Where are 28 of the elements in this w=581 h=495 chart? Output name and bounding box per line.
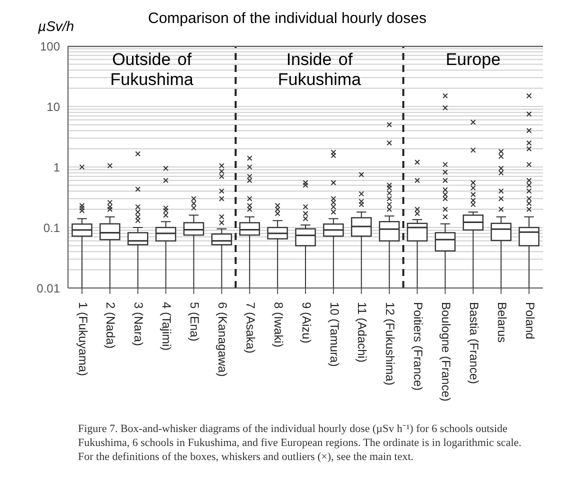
x-tick-label: 12 (Fukushima) (383, 302, 398, 386)
x-tick-label: 2 (Nada) (104, 302, 118, 349)
x-tick-label: 4 (Tajimi) (160, 302, 174, 351)
annotation: Europe (446, 50, 501, 70)
x-tick-label: Bastia (France) (466, 302, 481, 384)
x-tick-label: 1 (Fukuyama) (76, 302, 90, 376)
y-tick-label: 0.01 (36, 281, 60, 296)
x-tick-label: 7 (Asaka) (243, 302, 258, 354)
x-tick-label: 3 (Nara) (132, 302, 146, 346)
x-tick-label: Poitiers (France) (411, 302, 426, 391)
x-tick-label: Poland (522, 302, 537, 340)
x-tick-label: 11 (Adachi) (355, 302, 370, 362)
caption: Figure 7. Box-and-whisker diagrams of the individual hourly dose (µSv h⁻¹) for 6 schools outside Fukushima, 6 schools in Fukushima, and five European regions. The ordinate is in logarithmic scale. For the definitions of the boxes, whiskers and outliers (×), see the main text. (78, 422, 522, 464)
x-tick-label: 5 (Ena) (188, 302, 202, 342)
y-tick-label: 1 (53, 160, 60, 174)
y-tick-label: 100 (40, 39, 60, 54)
x-tick-label: 9 (Aizu) (299, 302, 314, 344)
x-tick-label: 6 (Kanagawa) (216, 302, 230, 377)
x-tick-label: 10 (Tamura) (327, 302, 342, 367)
annotation: Outside of Fukushima (109, 50, 194, 90)
annotation: Inside of Fukushima (276, 50, 362, 90)
x-tick-label: Belarus (494, 302, 509, 343)
x-tick-label: Boulogne (France) (439, 302, 454, 402)
y-tick-label: 10 (46, 100, 60, 114)
chart-title: Comparison of the individual hourly doses (148, 10, 426, 27)
x-tick-label: 8 (Iwaki) (271, 302, 286, 348)
y-tick-label: 0.1 (43, 220, 60, 235)
y-axis-title: µSv/h (38, 18, 74, 34)
